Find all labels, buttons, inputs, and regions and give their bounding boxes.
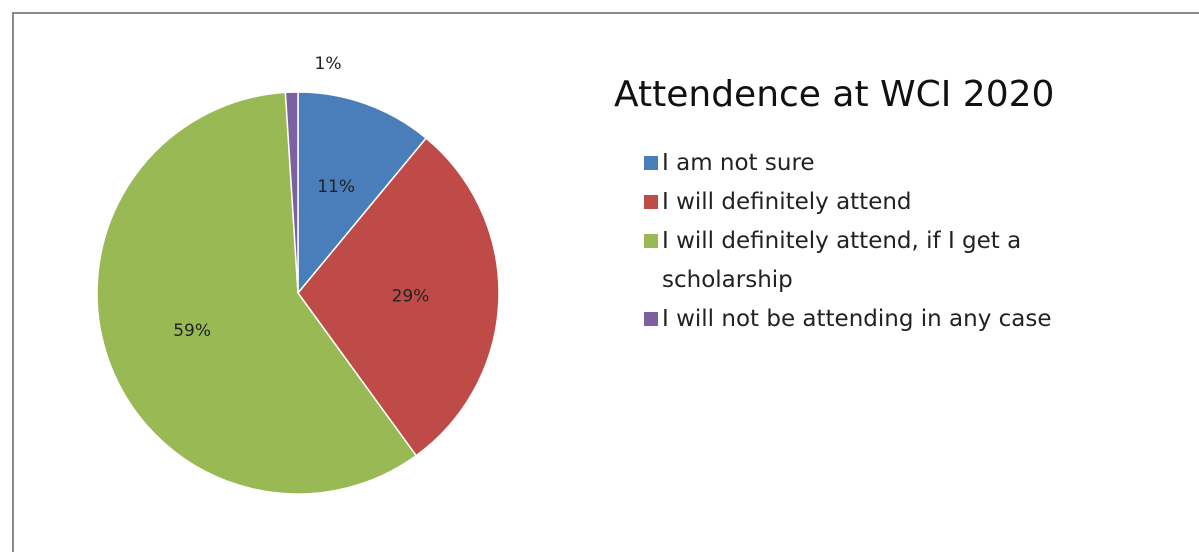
legend-item: I will not be attending in any case <box>640 300 1070 339</box>
pie-slice <box>297 137 500 457</box>
data-label: 59% <box>173 321 211 341</box>
legend-label: I will not be attending in any case <box>662 306 1052 332</box>
legend-item: I will definitely attend <box>640 183 1070 222</box>
data-label: 1% <box>315 54 342 74</box>
pie-slice <box>297 91 428 296</box>
legend-swatch <box>644 195 658 209</box>
legend-label: I will definitely attend <box>662 189 912 215</box>
legend-item: I will definitely attend, if I get a sch… <box>640 222 1070 300</box>
data-label: 11% <box>317 177 355 197</box>
legend: I am not sure I will definitely attend I w… <box>640 144 1070 339</box>
pie-slice <box>96 91 418 495</box>
legend-label: I am not sure <box>662 150 815 176</box>
legend-swatch <box>644 234 658 248</box>
data-label: 29% <box>392 287 430 307</box>
chart-frame <box>12 12 1199 552</box>
legend-swatch <box>644 156 658 170</box>
legend-item: I am not sure <box>640 144 1070 183</box>
legend-swatch <box>644 312 658 326</box>
pie-slice <box>284 91 299 294</box>
chart-title: Attendence at WCI 2020 <box>614 74 1055 115</box>
legend-label: I will definitely attend, if I get a sch… <box>662 228 1022 293</box>
